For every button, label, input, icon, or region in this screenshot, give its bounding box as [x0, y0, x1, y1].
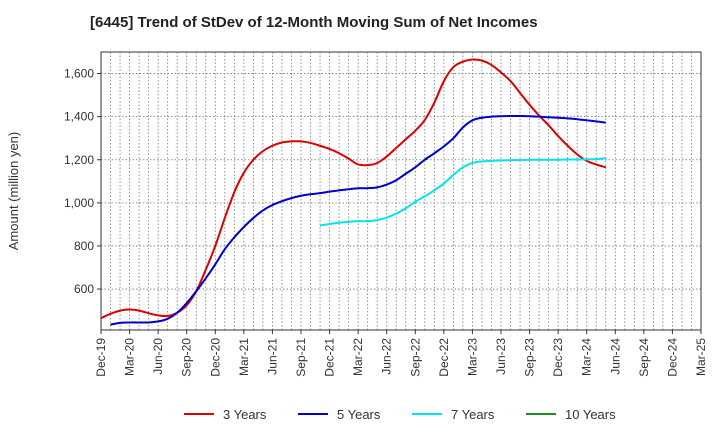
- y-tick-label: 1,200: [64, 153, 94, 167]
- series-line-2: [319, 157, 606, 227]
- legend-label-0: 3 Years: [223, 407, 267, 422]
- series-line-1: [110, 114, 606, 326]
- x-tick-label: Sep-20: [180, 338, 194, 377]
- axis-labels: 600 800 1,000 1,200 1,400 1,600 Dec-19 Mar-20 Ju…: [64, 67, 708, 377]
- y-tick-label: 600: [74, 282, 94, 296]
- x-tick-label: Jun-22: [380, 338, 394, 375]
- x-tick-label: Dec-21: [323, 338, 337, 377]
- y-axis-label: Amount (million yen): [6, 132, 21, 251]
- grid-lines: [101, 52, 701, 330]
- x-tick-label: Jun-20: [151, 338, 165, 375]
- x-tick-label: Dec-19: [94, 338, 108, 377]
- x-tick-label: Dec-23: [551, 338, 565, 377]
- x-tick-label: Mar-21: [237, 338, 251, 376]
- x-tick-label: Sep-22: [408, 338, 422, 377]
- y-tick-label: 1,000: [64, 196, 94, 210]
- x-tick-label: Mar-22: [351, 338, 365, 376]
- x-tick-label: Dec-20: [208, 338, 222, 377]
- x-tick-label: Dec-22: [437, 338, 451, 377]
- x-tick-label: Sep-21: [294, 338, 308, 377]
- x-tick-label: Dec-24: [665, 338, 679, 377]
- legend: 3 Years 5 Years 7 Years 10 Years: [184, 407, 616, 422]
- legend-label-3: 10 Years: [565, 407, 616, 422]
- x-tick-label: Mar-24: [580, 338, 594, 376]
- x-tick-label: Jun-21: [265, 338, 279, 375]
- x-tick-label: Jun-24: [608, 338, 622, 375]
- legend-label-2: 7 Years: [451, 407, 495, 422]
- y-tick-label: 800: [74, 239, 94, 253]
- x-tick-label: Mar-25: [694, 338, 708, 376]
- x-tick-label: Mar-23: [465, 338, 479, 376]
- y-tick-label: 1,400: [64, 110, 94, 124]
- y-tick-label: 1,600: [64, 67, 94, 81]
- legend-label-1: 5 Years: [337, 407, 381, 422]
- plot-frame: [100, 51, 702, 331]
- chart-title: [6445] Trend of StDev of 12-Month Moving…: [90, 14, 538, 31]
- x-tick-label: Jun-23: [494, 338, 508, 375]
- series-line-0: [100, 58, 607, 320]
- x-tick-label: Sep-23: [523, 338, 537, 377]
- x-tick-label: Sep-24: [637, 338, 651, 377]
- series-lines: [100, 58, 607, 326]
- x-tick-label: Mar-20: [123, 338, 137, 376]
